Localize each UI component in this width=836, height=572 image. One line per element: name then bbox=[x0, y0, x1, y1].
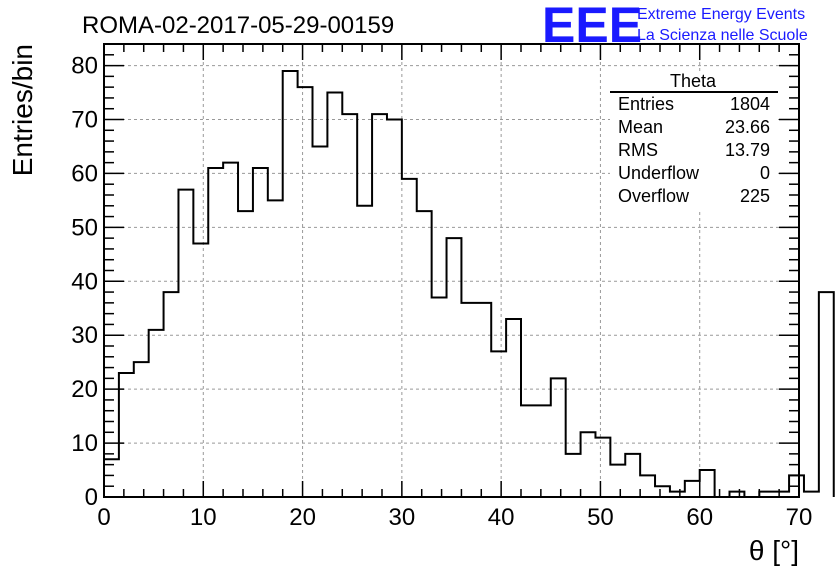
stats-title: Theta bbox=[670, 71, 717, 91]
y-tick-label: 20 bbox=[71, 376, 98, 403]
x-tick-labels: 0 10 20 30 40 50 60 70 bbox=[97, 504, 812, 531]
stats-label: Entries bbox=[618, 94, 674, 114]
x-tick-label: 60 bbox=[686, 504, 713, 531]
x-tick-label: 40 bbox=[488, 504, 515, 531]
plot-frame bbox=[103, 43, 800, 498]
stats-label: Underflow bbox=[618, 163, 700, 183]
stats-value: 1804 bbox=[730, 94, 770, 114]
x-tick-label: 20 bbox=[289, 504, 316, 531]
x-tick-label: 50 bbox=[587, 504, 614, 531]
histogram-line bbox=[103, 69, 835, 498]
y-tick-label: 60 bbox=[71, 160, 98, 187]
stats-label: Overflow bbox=[618, 186, 690, 206]
x-axis-title: θ [°] bbox=[749, 535, 799, 566]
logo-line-1: Extreme Energy Events bbox=[637, 6, 805, 23]
stats-label: RMS bbox=[618, 140, 658, 160]
y-tick-label: 40 bbox=[71, 268, 98, 295]
y-tick-label: 80 bbox=[71, 53, 98, 80]
y-tick-label: 70 bbox=[71, 107, 98, 134]
y-tick-labels: 0 10 20 30 40 50 60 70 80 bbox=[71, 53, 98, 511]
grid-lines bbox=[104, 44, 799, 497]
chart-title: ROMA-02-2017-05-29-00159 bbox=[82, 12, 394, 39]
y-tick-label: 50 bbox=[71, 214, 98, 241]
x-tick-label: 30 bbox=[389, 504, 416, 531]
y-tick-label: 10 bbox=[71, 430, 98, 457]
x-tick-label: 70 bbox=[786, 504, 813, 531]
y-axis-title: Entries/bin bbox=[7, 44, 38, 176]
logo-line-2: La Scienza nelle Scuole bbox=[637, 27, 808, 44]
y-tick-label: 0 bbox=[85, 484, 98, 511]
stats-label: Mean bbox=[618, 117, 663, 137]
stats-value: 13.79 bbox=[725, 140, 770, 160]
logo-text: EEE bbox=[542, 0, 642, 53]
stats-value: 0 bbox=[760, 163, 770, 183]
x-tick-label: 0 bbox=[97, 504, 110, 531]
stats-value: 225 bbox=[740, 186, 770, 206]
stats-value: 23.66 bbox=[725, 117, 770, 137]
stats-box-frame bbox=[610, 72, 778, 210]
x-tick-label: 10 bbox=[190, 504, 217, 531]
y-tick-label: 30 bbox=[71, 322, 98, 349]
stats-box: Theta Entries 1804 Mean 23.66 RMS 13.79 Underf… bbox=[610, 71, 778, 210]
eee-logo: EEE Extreme Energy Events La Scienza nel… bbox=[542, 0, 808, 53]
